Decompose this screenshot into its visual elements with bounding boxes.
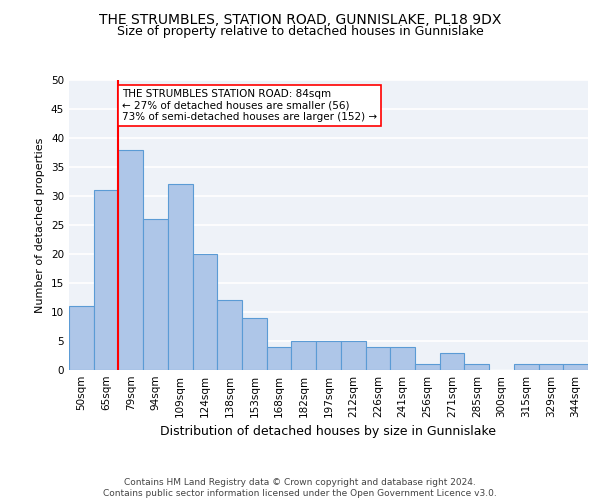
Bar [316, 341, 341, 370]
Bar [118, 150, 143, 370]
Bar [365, 347, 390, 370]
Bar [539, 364, 563, 370]
Bar [464, 364, 489, 370]
X-axis label: Distribution of detached houses by size in Gunnislake: Distribution of detached houses by size … [161, 426, 497, 438]
Text: Contains HM Land Registry data © Crown copyright and database right 2024.
Contai: Contains HM Land Registry data © Crown c… [103, 478, 497, 498]
Bar [242, 318, 267, 370]
Bar [341, 341, 365, 370]
Bar [69, 306, 94, 370]
Bar [563, 364, 588, 370]
Bar [143, 219, 168, 370]
Bar [94, 190, 118, 370]
Bar [415, 364, 440, 370]
Text: THE STRUMBLES STATION ROAD: 84sqm
← 27% of detached houses are smaller (56)
73% : THE STRUMBLES STATION ROAD: 84sqm ← 27% … [122, 88, 377, 122]
Bar [514, 364, 539, 370]
Bar [267, 347, 292, 370]
Bar [193, 254, 217, 370]
Bar [217, 300, 242, 370]
Bar [168, 184, 193, 370]
Bar [440, 352, 464, 370]
Y-axis label: Number of detached properties: Number of detached properties [35, 138, 46, 312]
Bar [390, 347, 415, 370]
Text: THE STRUMBLES, STATION ROAD, GUNNISLAKE, PL18 9DX: THE STRUMBLES, STATION ROAD, GUNNISLAKE,… [99, 12, 501, 26]
Bar [292, 341, 316, 370]
Text: Size of property relative to detached houses in Gunnislake: Size of property relative to detached ho… [116, 25, 484, 38]
